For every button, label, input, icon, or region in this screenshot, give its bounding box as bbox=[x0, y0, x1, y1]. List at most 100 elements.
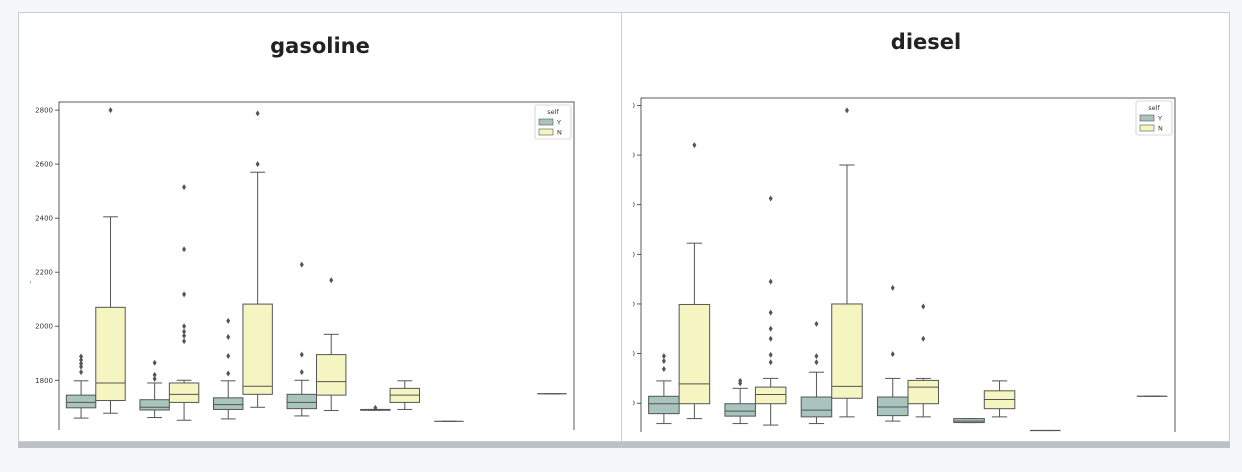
scroll-track bbox=[18, 442, 1230, 448]
outlier-point bbox=[768, 351, 773, 358]
outlier-point bbox=[844, 107, 849, 114]
outlier-point bbox=[768, 309, 773, 316]
y-tick-label: 2600 bbox=[35, 161, 53, 169]
box-body bbox=[724, 403, 756, 417]
box-y bbox=[139, 359, 170, 419]
outlier-point bbox=[299, 261, 304, 268]
box-y bbox=[360, 404, 391, 411]
outlier-point bbox=[661, 365, 666, 372]
y-axis-label: gasoline bbox=[30, 255, 31, 284]
legend-swatch-y bbox=[1139, 114, 1155, 122]
outlier-point bbox=[182, 246, 187, 253]
outlier-point bbox=[152, 359, 157, 366]
outlier-point bbox=[255, 161, 260, 168]
legend-label-y: Y bbox=[1157, 115, 1162, 123]
outlier-point bbox=[182, 338, 187, 345]
box-body bbox=[800, 396, 833, 418]
box-n bbox=[316, 277, 347, 412]
legend-swatch-n bbox=[538, 128, 554, 136]
panel-divider bbox=[621, 12, 622, 442]
box-n bbox=[168, 184, 200, 421]
outlier-point bbox=[890, 351, 895, 358]
outlier-point bbox=[890, 284, 895, 291]
y-tick-label: 2800 bbox=[35, 107, 53, 115]
outlier-point bbox=[182, 291, 187, 298]
box-body bbox=[65, 394, 97, 409]
outlier-point bbox=[299, 351, 304, 358]
outlier-point bbox=[768, 195, 773, 202]
box-y bbox=[286, 261, 318, 417]
axes-frame bbox=[58, 101, 575, 430]
outlier-point bbox=[692, 142, 697, 149]
y-tick-label: 2200 bbox=[35, 269, 53, 277]
plot-background bbox=[633, 60, 1217, 430]
outlier-point bbox=[226, 370, 231, 377]
box-body bbox=[242, 303, 273, 395]
outlier-point bbox=[226, 334, 231, 341]
y-tick-label: 2000 bbox=[633, 300, 635, 308]
box-n bbox=[242, 110, 273, 408]
box-n bbox=[389, 380, 421, 410]
outlier-point bbox=[79, 360, 84, 367]
box-body bbox=[907, 379, 940, 405]
box-body bbox=[213, 397, 244, 410]
outlier-point bbox=[768, 335, 773, 342]
box-body bbox=[168, 382, 200, 403]
outlier-point bbox=[182, 328, 187, 335]
y-tick-label: 2000 bbox=[35, 323, 53, 331]
box-y bbox=[953, 418, 985, 424]
outlier-point bbox=[79, 353, 84, 360]
y-tick-label: 1600 bbox=[633, 400, 635, 408]
outlier-point bbox=[108, 107, 113, 114]
box-n bbox=[831, 107, 863, 418]
box-n bbox=[983, 380, 1016, 418]
legend-swatch-y bbox=[538, 118, 554, 126]
box-body bbox=[831, 303, 863, 399]
box-body bbox=[876, 396, 909, 417]
outlier-point bbox=[814, 359, 819, 366]
outlier-point bbox=[182, 323, 187, 330]
box-body bbox=[678, 303, 711, 405]
y-tick-label: 1800 bbox=[35, 377, 53, 385]
outlier-point bbox=[182, 184, 187, 191]
box-y bbox=[648, 353, 680, 425]
axes-frame bbox=[640, 97, 1176, 432]
box-n bbox=[907, 303, 940, 418]
box-body bbox=[286, 393, 318, 410]
box-n bbox=[754, 195, 787, 426]
outlier-point bbox=[768, 278, 773, 285]
box-body bbox=[139, 399, 170, 411]
gasoline-panel: gasoline 1600180020002200240026002800gas… bbox=[30, 30, 610, 430]
outlier-point bbox=[299, 369, 304, 376]
box-body bbox=[648, 395, 680, 415]
outlier-point bbox=[79, 357, 84, 364]
box-n bbox=[678, 142, 711, 420]
outlier-point bbox=[182, 332, 187, 339]
legend-label-n: N bbox=[557, 129, 562, 137]
outlier-point bbox=[661, 358, 666, 365]
outlier-point bbox=[79, 363, 84, 370]
outlier-point bbox=[814, 320, 819, 327]
box-y bbox=[213, 317, 244, 420]
outlier-point bbox=[226, 317, 231, 324]
y-tick-label: 2400 bbox=[633, 201, 635, 209]
legend-label-y: Y bbox=[556, 119, 561, 127]
box-body bbox=[95, 306, 126, 402]
outlier-point bbox=[152, 371, 157, 378]
outlier-point bbox=[79, 369, 84, 376]
legend-title: self bbox=[547, 108, 559, 116]
box-y bbox=[65, 353, 97, 419]
box-body bbox=[316, 354, 347, 396]
diesel-panel: diesel 1600180020002200240026002800diese… bbox=[633, 28, 1219, 432]
outlier-point bbox=[255, 110, 260, 117]
outlier-point bbox=[226, 352, 231, 359]
box-n bbox=[95, 107, 126, 414]
outlier-point bbox=[921, 335, 926, 342]
outlier-point bbox=[921, 303, 926, 310]
outlier-point bbox=[152, 375, 157, 382]
y-tick-label: 2800 bbox=[633, 102, 635, 110]
gasoline-boxplot: 1600180020002200240026002800gasolineSK에너… bbox=[30, 65, 608, 430]
outlier-point bbox=[738, 377, 743, 384]
box-y bbox=[800, 320, 833, 425]
legend-label-n: N bbox=[1158, 125, 1163, 133]
